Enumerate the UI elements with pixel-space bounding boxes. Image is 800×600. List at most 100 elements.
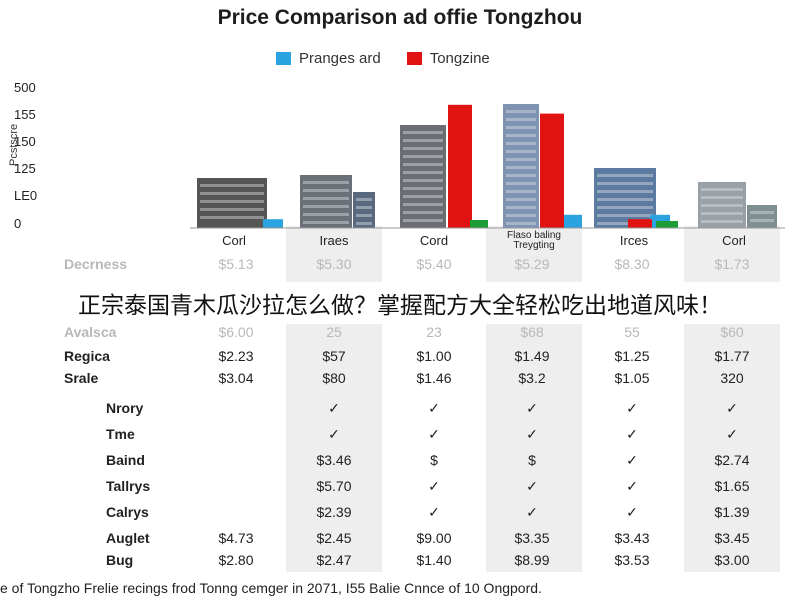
table-cell: $2.39 [316, 504, 352, 520]
building-image [747, 205, 777, 228]
table-cell: $3.04 [218, 370, 254, 386]
table-row: Auglet $4.73 $2.45 $9.00 $3.35 $3.43 $3.45 [0, 530, 800, 552]
bar-tongzine [540, 113, 564, 228]
building-window [200, 192, 264, 195]
table-row: Avalsca $6.00 25 23 $68 55 $60 [0, 324, 800, 346]
table-cell: $1.40 [416, 552, 452, 568]
table-cell: ✓ [526, 426, 538, 442]
table-cell: $1.73 [714, 256, 750, 272]
y-tick-label: 500 [14, 80, 36, 95]
building-window [506, 142, 536, 145]
building-window [403, 219, 443, 222]
table-cell: 25 [326, 324, 342, 340]
table-cell: $2.45 [316, 530, 352, 546]
building-window [403, 179, 443, 182]
table-cell: ✓ [328, 400, 340, 416]
table-cell: ✓ [428, 400, 440, 416]
row-label: Regica [64, 348, 110, 364]
chart-caption: e of Tongzho Frelie recings frod Tonng c… [0, 580, 542, 596]
building-window [403, 187, 443, 190]
building-window [701, 204, 743, 207]
green-accent [656, 221, 678, 228]
table-cell: $80 [322, 370, 346, 386]
building-window [200, 200, 264, 203]
row-label: Nrory [106, 400, 144, 416]
table-cell: $2.47 [316, 552, 352, 568]
building-window [506, 134, 536, 137]
table-cell: ✓ [428, 504, 440, 520]
table-cell: $1.39 [714, 504, 750, 520]
x-tick-label: Cord [419, 233, 449, 248]
row-label: Tallrys [106, 478, 151, 494]
building-window [701, 220, 743, 223]
table-cell: $5.29 [514, 256, 550, 272]
table-row: Nrory ✓ ✓ ✓ ✓ ✓ [0, 400, 800, 422]
table-cell: ✓ [626, 426, 638, 442]
building-window [597, 174, 653, 177]
y-tick-label: LE0 [14, 188, 37, 203]
building-window [303, 189, 349, 192]
building-window [356, 222, 372, 225]
building-image [400, 125, 446, 228]
table-cell: $3.00 [714, 552, 750, 568]
building-window [506, 206, 536, 209]
building-window [506, 118, 536, 121]
green-accent [470, 220, 488, 228]
building-window [200, 184, 264, 187]
table-cell: $1.49 [514, 348, 550, 364]
building-window [506, 190, 536, 193]
table-cell: $5.13 [218, 256, 254, 272]
table-cell: $3.53 [614, 552, 650, 568]
table-cell: $3.46 [316, 452, 352, 468]
building-image [503, 104, 539, 228]
building-window [403, 211, 443, 214]
building-image [353, 192, 375, 228]
x-tick-label: Corl [222, 233, 246, 248]
bar-chart: 500 155 150 125 LE0 0 [14, 80, 785, 231]
table-cell: $6.00 [218, 324, 254, 340]
building-window [506, 166, 536, 169]
row-label: Baind [106, 452, 145, 468]
legend-item: Tongzine [406, 50, 490, 67]
row-label: Bug [106, 552, 134, 568]
building-window [303, 221, 349, 224]
row-label: Tme [106, 426, 135, 442]
row-label: Avalsca [64, 324, 117, 340]
row-label: Srale [64, 370, 99, 386]
y-axis-label: Pcstscre [8, 123, 20, 166]
table-row: Tallrys $5.70 ✓ ✓ ✓ $1.65 [0, 478, 800, 500]
building-window [506, 198, 536, 201]
table-cell: $57 [322, 348, 346, 364]
table-row: Baind $3.46 $ $ ✓ $2.74 [0, 452, 800, 474]
table-cell: ✓ [428, 478, 440, 494]
table-row: Regica $2.23 $57 $1.00 $1.49 $1.25 $1.77 [0, 348, 800, 370]
table-cell: $5.70 [316, 478, 352, 494]
table-cell: $3.2 [518, 370, 546, 386]
building-window [356, 214, 372, 217]
legend-swatch [276, 51, 291, 65]
building-window [506, 110, 536, 113]
building-window [597, 198, 653, 201]
building-window [597, 214, 653, 217]
table-cell: ✓ [526, 478, 538, 494]
building-window [506, 174, 536, 177]
table-cell: $3.43 [614, 530, 650, 546]
building-window [506, 182, 536, 185]
chart-legend: Pranges ard Tongzine [276, 48, 516, 68]
x-tick-label: Iraes [319, 233, 349, 248]
table-cell: ✓ [626, 452, 638, 468]
table-cell: $68 [520, 324, 544, 340]
building-window [403, 147, 443, 150]
table-cell: ✓ [328, 426, 340, 442]
table-cell: $3.45 [714, 530, 750, 546]
building-window [303, 205, 349, 208]
table-cell: $2.23 [218, 348, 254, 364]
building-window [750, 211, 774, 214]
row-label: Calrys [106, 504, 149, 520]
table-cell: ✓ [526, 400, 538, 416]
table-row: Bug $2.80 $2.47 $1.40 $8.99 $3.53 $3.00 [0, 552, 800, 574]
building-window [597, 206, 653, 209]
building-window [403, 171, 443, 174]
building-window [597, 190, 653, 193]
building-window [303, 181, 349, 184]
